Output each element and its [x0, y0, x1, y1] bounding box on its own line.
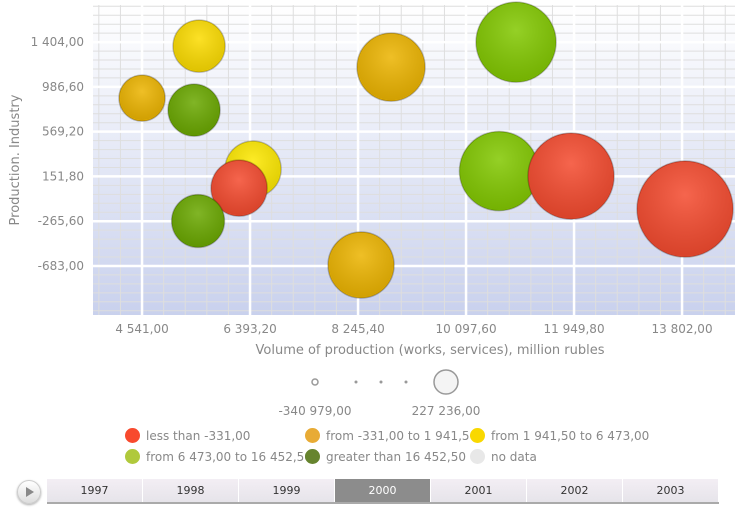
- legend-item: greater than 16 452,50: [305, 449, 466, 464]
- size-legend-dot: [379, 380, 383, 384]
- bubble[interactable]: [636, 160, 734, 258]
- size-legend-dot: [404, 380, 408, 384]
- timeline-year-1997[interactable]: 1997: [47, 479, 143, 502]
- bubble[interactable]: [356, 32, 426, 102]
- x-tick-label: 11 949,80: [544, 322, 605, 336]
- legend-swatch: [470, 428, 485, 443]
- timeline: 1997 1998 1999 2000 2001 2002 2003: [47, 479, 719, 504]
- timeline-year-2000[interactable]: 2000: [335, 479, 431, 502]
- x-tick-label: 13 802,00: [652, 322, 713, 336]
- bubble[interactable]: [167, 83, 221, 137]
- bubble[interactable]: [458, 130, 540, 212]
- bubble-chart: 4 541,00 6 393,20 8 245,40 10 097,60 11 949,…: [8, 1, 735, 418]
- timeline-year-2003[interactable]: 2003: [623, 479, 719, 502]
- play-button[interactable]: [17, 480, 41, 504]
- y-tick-label: 151,80: [42, 169, 84, 183]
- x-tick-label: 10 097,60: [436, 322, 497, 336]
- y-tick-label: -683,00: [38, 259, 84, 273]
- legend-item: less than -331,00: [125, 428, 250, 443]
- legend-label: less than -331,00: [146, 428, 251, 443]
- bubble[interactable]: [475, 1, 557, 83]
- bubble[interactable]: [170, 193, 226, 249]
- bubble[interactable]: [172, 19, 226, 73]
- x-axis-label: Volume of production (works, services), …: [256, 343, 605, 358]
- legend-item: from -331,00 to 1 941,50: [305, 428, 477, 443]
- bubble[interactable]: [527, 132, 615, 220]
- bubble[interactable]: [327, 231, 395, 299]
- legend-swatch: [125, 449, 140, 464]
- legend-swatch: [125, 428, 140, 443]
- size-legend-min-circle: [311, 378, 319, 386]
- legend-swatch: [470, 449, 485, 464]
- size-legend: -340 979,00 227 236,00: [278, 369, 481, 418]
- x-tick-label: 8 245,40: [331, 322, 384, 336]
- timeline-year-1998[interactable]: 1998: [143, 479, 239, 502]
- timeline-year-1999[interactable]: 1999: [239, 479, 335, 502]
- size-legend-dot: [354, 380, 358, 384]
- size-legend-max-label: 227 236,00: [412, 404, 481, 418]
- size-legend-max-circle: [433, 369, 459, 395]
- legend-swatch: [305, 428, 320, 443]
- y-axis-label: Production. Industry: [8, 94, 23, 225]
- bubble[interactable]: [118, 74, 166, 122]
- y-tick-label: -265,60: [38, 214, 84, 228]
- legend-label: no data: [491, 449, 537, 464]
- timeline-year-2001[interactable]: 2001: [431, 479, 527, 502]
- y-tick-label: 986,60: [42, 80, 84, 94]
- timeline-year-2002[interactable]: 2002: [527, 479, 623, 502]
- legend-item: no data: [470, 449, 537, 464]
- legend-item: from 6 473,00 to 16 452,50: [125, 449, 312, 464]
- legend-item: from 1 941,50 to 6 473,00: [470, 428, 649, 443]
- legend-label: from -331,00 to 1 941,50: [326, 428, 478, 443]
- x-tick-label: 4 541,00: [115, 322, 168, 336]
- legend-label: from 6 473,00 to 16 452,50: [146, 449, 312, 464]
- y-tick-label: 569,20: [42, 125, 84, 139]
- bubble[interactable]: [210, 159, 268, 217]
- x-tick-label: 6 393,20: [223, 322, 276, 336]
- y-tick-label: 1 404,00: [31, 35, 84, 49]
- size-legend-min-label: -340 979,00: [278, 404, 351, 418]
- legend-label: greater than 16 452,50: [326, 449, 467, 464]
- legend-swatch: [305, 449, 320, 464]
- legend-label: from 1 941,50 to 6 473,00: [491, 428, 650, 443]
